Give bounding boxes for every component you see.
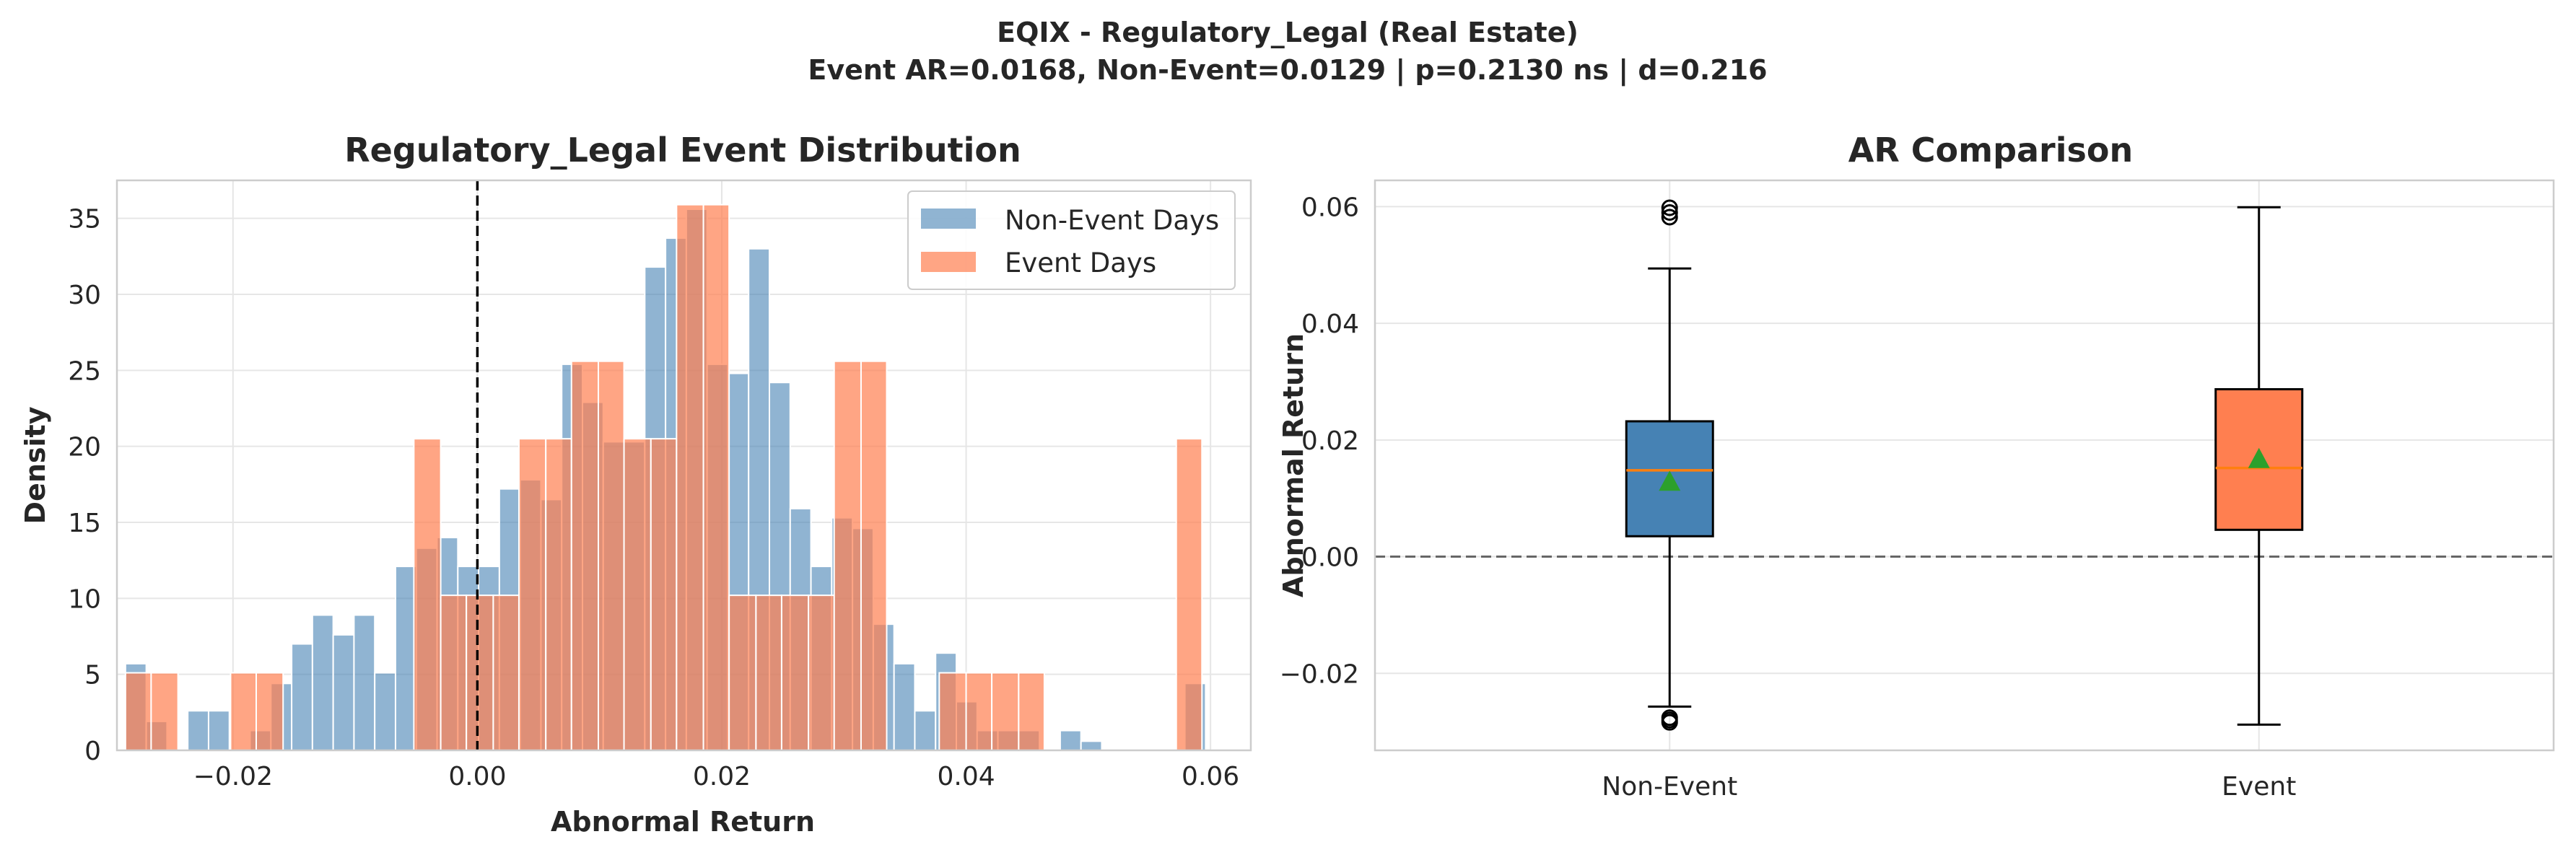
- histogram-bar-event: [623, 438, 652, 752]
- histogram-y-tick-label: 0: [84, 737, 101, 766]
- histogram-bar-event: [1175, 438, 1203, 752]
- figure-suptitle-line1: EQIX - Regulatory_Legal (Real Estate): [997, 17, 1579, 48]
- histogram-bar-event: [755, 594, 782, 751]
- histogram-x-tick-label: 0.00: [448, 762, 506, 791]
- histogram-bar-event: [413, 438, 442, 752]
- histogram-legend: Non-Event Days Event Days: [907, 190, 1236, 290]
- histogram-bar-event: [728, 594, 757, 751]
- histogram-bar-non-event: [893, 662, 916, 751]
- boxplot-grid: [1375, 180, 2554, 750]
- histogram-x-tick-label: 0.06: [1182, 762, 1239, 791]
- histogram-x-tick-label: 0.04: [937, 762, 995, 791]
- histogram-bar-non-event: [374, 672, 396, 751]
- histogram-bar-event: [124, 672, 152, 751]
- outlier-point: [1661, 199, 1678, 216]
- histogram-bar-event: [545, 438, 572, 752]
- histogram-bar-event: [991, 672, 1020, 751]
- histogram-panel: Regulatory_Legal Event Distribution −0.0…: [19, 131, 1252, 838]
- histogram-bar-event: [808, 594, 835, 751]
- histogram-bar-non-event: [1080, 740, 1103, 751]
- histogram-bar-event: [518, 438, 547, 752]
- boxplot-axes-frame: [1374, 179, 2555, 752]
- outlier-point: [1661, 714, 1678, 731]
- histogram-x-ticks: −0.02 0.00 0.02 0.04 0.06: [193, 762, 1240, 791]
- outlier-point: [1661, 209, 1678, 226]
- histogram-bar-non-event: [914, 710, 937, 752]
- legend-swatch-non-event: [921, 209, 976, 229]
- legend-swatch-event: [921, 252, 976, 272]
- box-event: [2214, 206, 2304, 726]
- histogram-axes-frame: [115, 179, 1252, 752]
- histogram-y-tick-label: 35: [68, 205, 101, 234]
- box-non-event: [1625, 199, 1714, 731]
- histogram-bar-event: [230, 672, 257, 751]
- histogram-bar-event: [492, 594, 520, 751]
- histogram-x-tick-label: 0.02: [693, 762, 751, 791]
- histogram-y-tick-label: 20: [68, 433, 101, 462]
- histogram-bar-non-event: [332, 633, 355, 751]
- histogram-bar-non-event: [311, 614, 334, 751]
- histogram-title: Regulatory_Legal Event Distribution: [344, 131, 1021, 170]
- boxplot-y-label: Abnormal Return: [1278, 333, 1309, 597]
- legend-label-event: Event Days: [1005, 247, 1156, 278]
- boxplot-y-tick-label: 0.06: [1301, 193, 1359, 222]
- histogram-x-label: Abnormal Return: [551, 806, 815, 838]
- histogram-bar-event: [150, 672, 179, 751]
- histogram-bar-non-event: [291, 643, 313, 751]
- histogram-bar-non-event: [207, 710, 230, 752]
- histogram-y-tick-label: 10: [68, 584, 101, 614]
- mean-marker: [2248, 447, 2270, 468]
- histogram-bar-event: [255, 672, 284, 751]
- legend-frame: [907, 190, 1236, 290]
- histogram-bar-event: [650, 438, 678, 752]
- histogram-y-tick-label: 5: [84, 661, 101, 690]
- histogram-y-tick-label: 30: [68, 281, 101, 310]
- histogram-y-label: Density: [19, 406, 51, 524]
- figure-suptitle-line2: Event AR=0.0168, Non-Event=0.0129 | p=0.…: [808, 54, 1767, 87]
- histogram-bar-event: [466, 594, 494, 751]
- outlier-point: [1661, 203, 1678, 221]
- boxplot-y-tick-label: 0.00: [1301, 543, 1359, 573]
- boxplot-panel: AR Comparison Non-Event Event −0.02 0.00 0.…: [1278, 131, 2555, 802]
- mean-marker: [1659, 470, 1681, 491]
- boxplot-y-tick-label: −0.02: [1280, 659, 1359, 689]
- histogram-series-event: [124, 203, 1203, 752]
- histogram-y-tick-label: 15: [68, 509, 101, 538]
- boxplot-y-ticks: −0.02 0.00 0.02 0.04 0.06: [1280, 193, 1359, 689]
- boxplot-y-tick-label: 0.04: [1301, 310, 1359, 339]
- boxplot-boxes: [1625, 199, 2304, 731]
- histogram-bar-event: [1018, 672, 1045, 751]
- boxplot-x-tick-label: Event: [2222, 772, 2296, 802]
- histogram-bar-event: [702, 203, 730, 751]
- histogram-bar-event: [860, 360, 888, 751]
- histogram-bar-event: [965, 672, 993, 751]
- boxplot-y-tick-label: 0.02: [1301, 426, 1359, 456]
- histogram-bar-event: [833, 360, 862, 751]
- boxplot-title: AR Comparison: [1848, 131, 2133, 170]
- histogram-bar-event: [676, 203, 704, 751]
- histogram-bar-non-event: [187, 710, 209, 752]
- box-body: [1625, 420, 1714, 538]
- histogram-bar-event: [780, 594, 810, 751]
- histogram-bar-event: [938, 672, 967, 751]
- histogram-bar-event: [440, 594, 468, 751]
- histogram-bar-non-event: [1059, 729, 1082, 752]
- histogram-x-tick-label: −0.02: [193, 762, 273, 791]
- histogram-bar-event: [597, 360, 625, 751]
- histogram-y-tick-label: 25: [68, 356, 101, 386]
- histogram-bar-non-event: [353, 614, 376, 751]
- boxplot-x-tick-label: Non-Event: [1602, 772, 1737, 802]
- histogram-y-ticks: 0 5 10 15 20 25 30 35: [68, 205, 101, 766]
- legend-label-non-event: Non-Event Days: [1005, 205, 1219, 236]
- histogram-bar-event: [570, 360, 599, 751]
- boxplot-x-ticks: Non-Event Event: [1602, 772, 2296, 802]
